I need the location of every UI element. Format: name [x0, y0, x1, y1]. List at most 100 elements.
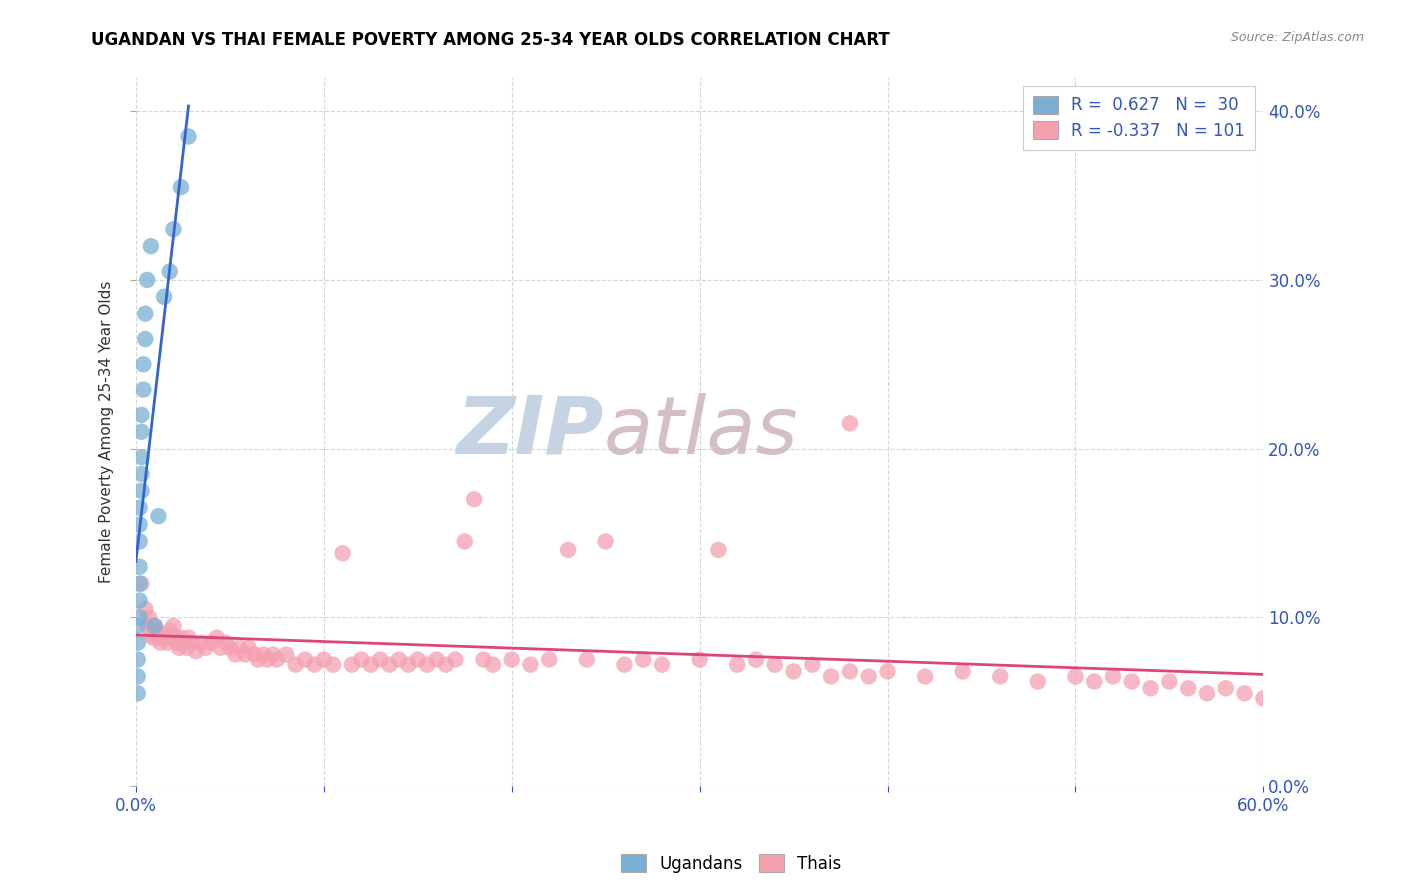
Point	[128, 593, 150, 607]
Point	[134, 602, 156, 616]
Point	[332, 546, 354, 560]
Point	[876, 665, 898, 679]
Point	[707, 542, 730, 557]
Point	[148, 631, 170, 645]
Point	[128, 559, 150, 574]
Point	[396, 657, 419, 672]
Point	[1139, 681, 1161, 696]
Point	[215, 636, 238, 650]
Point	[139, 627, 162, 641]
Text: Source: ZipAtlas.com: Source: ZipAtlas.com	[1230, 31, 1364, 45]
Point	[1159, 674, 1181, 689]
Point	[820, 669, 842, 683]
Point	[388, 652, 411, 666]
Point	[205, 631, 228, 645]
Point	[243, 648, 266, 662]
Point	[434, 657, 457, 672]
Point	[143, 619, 166, 633]
Point	[368, 652, 391, 666]
Point	[350, 652, 373, 666]
Point	[128, 500, 150, 515]
Point	[170, 631, 193, 645]
Point	[134, 332, 156, 346]
Point	[1177, 681, 1199, 696]
Point	[156, 636, 179, 650]
Point	[247, 652, 270, 666]
Point	[136, 619, 159, 633]
Point	[360, 657, 382, 672]
Point	[1233, 686, 1256, 700]
Point	[262, 648, 284, 662]
Point	[253, 648, 276, 662]
Point	[1102, 669, 1125, 683]
Text: atlas: atlas	[603, 392, 799, 471]
Point	[689, 652, 711, 666]
Point	[745, 652, 768, 666]
Point	[406, 652, 429, 666]
Point	[127, 636, 149, 650]
Point	[128, 534, 150, 549]
Point	[218, 640, 240, 655]
Point	[159, 624, 181, 638]
Point	[1215, 681, 1237, 696]
Point	[127, 686, 149, 700]
Point	[276, 648, 298, 662]
Point	[181, 636, 204, 650]
Point	[149, 636, 172, 650]
Point	[142, 631, 165, 645]
Point	[138, 610, 160, 624]
Point	[177, 631, 200, 645]
Point	[416, 657, 439, 672]
Point	[145, 624, 167, 638]
Point	[162, 619, 184, 633]
Point	[233, 648, 256, 662]
Point	[378, 657, 401, 672]
Point	[1253, 691, 1275, 706]
Point	[501, 652, 523, 666]
Point	[224, 648, 246, 662]
Point	[200, 636, 222, 650]
Point	[127, 669, 149, 683]
Point	[482, 657, 505, 672]
Text: UGANDAN VS THAI FEMALE POVERTY AMONG 25-34 YEAR OLDS CORRELATION CHART: UGANDAN VS THAI FEMALE POVERTY AMONG 25-…	[91, 31, 890, 49]
Point	[190, 636, 212, 650]
Point	[294, 652, 316, 666]
Point	[914, 669, 936, 683]
Legend: R =  0.627   N =  30, R = -0.337   N = 101: R = 0.627 N = 30, R = -0.337 N = 101	[1024, 86, 1256, 150]
Point	[148, 509, 170, 524]
Point	[575, 652, 598, 666]
Point	[131, 408, 153, 422]
Point	[763, 657, 786, 672]
Point	[266, 652, 288, 666]
Point	[131, 425, 153, 439]
Point	[128, 517, 150, 532]
Point	[176, 640, 198, 655]
Point	[172, 636, 194, 650]
Point	[131, 467, 153, 481]
Point	[322, 657, 344, 672]
Point	[153, 627, 176, 641]
Point	[170, 180, 193, 194]
Point	[184, 644, 207, 658]
Point	[425, 652, 447, 666]
Point	[725, 657, 748, 672]
Point	[444, 652, 467, 666]
Point	[132, 357, 155, 371]
Point	[839, 417, 862, 431]
Point	[463, 492, 485, 507]
Point	[127, 619, 149, 633]
Point	[472, 652, 495, 666]
Point	[131, 576, 153, 591]
Point	[143, 619, 166, 633]
Point	[128, 576, 150, 591]
Legend: Ugandans, Thais: Ugandans, Thais	[614, 847, 848, 880]
Point	[136, 273, 159, 287]
Point	[238, 640, 260, 655]
Point	[538, 652, 561, 666]
Point	[127, 652, 149, 666]
Point	[209, 640, 232, 655]
Point	[801, 657, 824, 672]
Point	[839, 665, 862, 679]
Point	[858, 669, 880, 683]
Point	[613, 657, 636, 672]
